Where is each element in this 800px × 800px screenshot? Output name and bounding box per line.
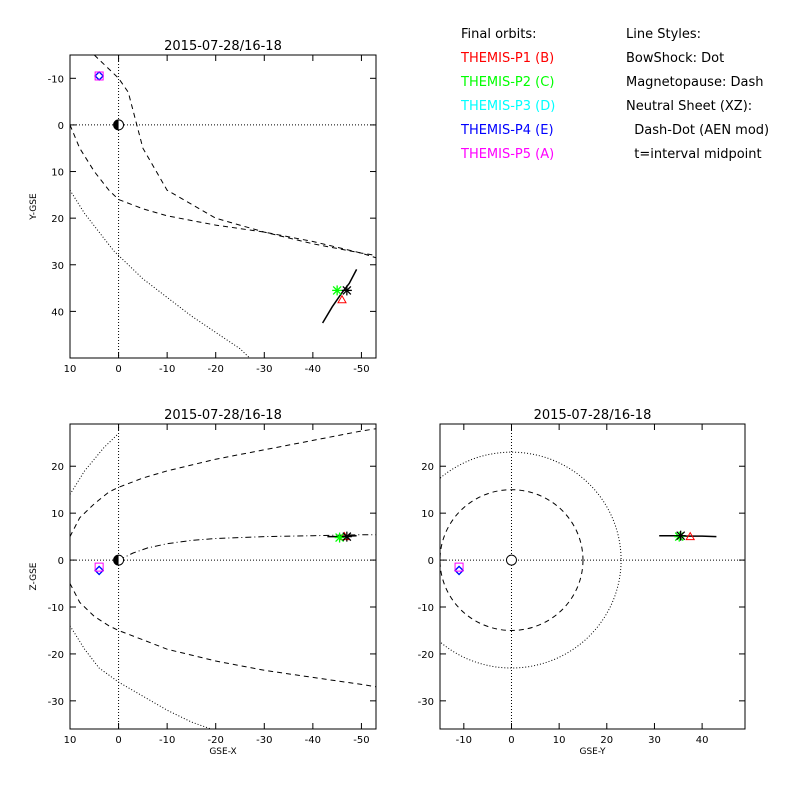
- x-tick-label: 30: [648, 735, 661, 746]
- x-tick-label: -30: [256, 364, 272, 375]
- bowshock-circle: [440, 451, 622, 669]
- panel-3: 2015-07-28/16-18 -10 0 10 20 30 40 -30 -20 -10 0 10…: [418, 408, 746, 757]
- y-tick-label: -10: [48, 74, 64, 85]
- x-tick-label: -20: [208, 735, 224, 746]
- probe-p5-marker: [94, 562, 104, 572]
- x-tick-label: -10: [159, 735, 175, 746]
- plot-frame: [69, 423, 377, 730]
- probe-p4-marker: [454, 565, 464, 576]
- x-axis-label: GSE-X: [209, 747, 236, 757]
- y-tick-label: 10: [421, 509, 434, 520]
- plot-frame: [69, 54, 377, 359]
- legend-styles-title: Line Styles:: [626, 27, 702, 42]
- x-tick-label: 10: [553, 735, 566, 746]
- earth-night-side: [113, 119, 119, 130]
- bowshock-line: [70, 625, 212, 729]
- probe-p2b-marker: [675, 530, 686, 541]
- bowshock-line: [70, 433, 119, 495]
- legend-style-neutral-sheet: Neutral Sheet (XZ):: [626, 99, 753, 114]
- bowshock-line: [70, 189, 251, 358]
- probe-p5-marker: [454, 562, 464, 572]
- orbit-line: [321, 269, 358, 324]
- magnetopause-circle: [440, 489, 584, 631]
- y-axis-label: Y-GSE: [29, 193, 39, 221]
- legend-final-orbits: Final orbits: THEMIS-P1 (B) THEMIS-P2 (C…: [461, 23, 555, 167]
- x-tick-label: -30: [256, 735, 272, 746]
- y-tick-label: -10: [418, 603, 434, 614]
- y-tick-label: -10: [48, 603, 64, 614]
- legend-style-magnetopause: Magnetopause: Dash: [626, 75, 764, 90]
- plot-area: [70, 55, 376, 358]
- x-tick-label: -10: [159, 364, 175, 375]
- y-tick-label: 40: [51, 307, 64, 318]
- x-tick-label: -10: [456, 735, 472, 746]
- legend-style-midpoint: t=interval midpoint: [626, 147, 762, 162]
- panel-2: 2015-07-28/16-18 10 0 -10 -20 -30 -40 -50 -30 -20…: [29, 408, 377, 757]
- y-tick-label: 20: [51, 462, 64, 473]
- y-tick-label: 0: [428, 556, 434, 567]
- probe-p2-marker: [332, 285, 343, 296]
- plot-title: 2015-07-28/16-18: [164, 408, 282, 423]
- plot-area: [70, 424, 376, 729]
- probe-p3-marker: [94, 565, 105, 576]
- x-tick-label: 0: [115, 735, 121, 746]
- y-tick-label: 0: [58, 556, 64, 567]
- y-tick-label: 10: [51, 509, 64, 520]
- legend-probe-p1: THEMIS-P1 (B): [461, 51, 555, 66]
- y-tick-label: 0: [58, 121, 64, 132]
- legend-probe-p2: THEMIS-P2 (C): [461, 75, 555, 90]
- probe-p3-marker: [94, 71, 105, 81]
- legend-probe-p4: THEMIS-P4 (E): [461, 123, 554, 138]
- legend-style-bowshock: BowShock: Dot: [626, 51, 725, 66]
- probe-p4-marker: [94, 71, 105, 81]
- x-tick-label: -40: [305, 735, 321, 746]
- y-tick-label: -20: [48, 650, 64, 661]
- x-tick-label: 40: [696, 735, 709, 746]
- x-tick-label: -50: [353, 364, 369, 375]
- panel-1: 2015-07-28/16-18 10 0 -10 -20 -30 -40 -50 -10 0 10…: [29, 39, 377, 375]
- magnetopause-line: [70, 583, 376, 688]
- plot-area: [440, 424, 745, 729]
- y-tick-label: -30: [48, 697, 64, 708]
- x-tick-label: 0: [115, 364, 121, 375]
- y-tick-label: 20: [51, 214, 64, 225]
- legend-probe-p5: THEMIS-P5 (A): [461, 147, 555, 162]
- x-tick-label: 20: [600, 735, 613, 746]
- probe-p5-marker: [94, 71, 104, 81]
- legend-orbits-title: Final orbits:: [461, 27, 537, 42]
- x-tick-label: 10: [64, 735, 77, 746]
- probe-p1-marker: [685, 531, 696, 541]
- magnetopause-line: [93, 55, 376, 256]
- plot-title: 2015-07-28/16-18: [534, 408, 652, 423]
- probe-p4-marker: [94, 565, 105, 576]
- probe-p2b-marker: [341, 285, 352, 296]
- earth-night-side: [113, 555, 119, 566]
- y-tick-label: 30: [51, 261, 64, 272]
- y-tick-label: -20: [418, 650, 434, 661]
- plot-frame: [439, 423, 746, 730]
- earth-marker: [505, 554, 517, 566]
- plot-title: 2015-07-28/16-18: [164, 39, 282, 54]
- y-tick-label: 20: [421, 462, 434, 473]
- magnetopause-line: [70, 428, 376, 537]
- magnetopause-inner-line: [70, 124, 376, 259]
- x-tick-label: 0: [508, 735, 514, 746]
- probe-p2b-marker: [341, 531, 352, 542]
- y-axis-label: Z-GSE: [29, 562, 39, 590]
- legend-probe-p3: THEMIS-P3 (D): [461, 99, 556, 114]
- y-tick-label: 10: [51, 168, 64, 179]
- probe-p3-marker: [454, 565, 464, 576]
- legend-style-dash-dot: Dash-Dot (AEN mod): [626, 123, 770, 138]
- probe-p1-marker: [337, 294, 347, 304]
- legend-line-styles: Line Styles: BowShock: Dot Magnetopause:…: [626, 23, 769, 167]
- x-tick-label: -20: [208, 364, 224, 375]
- y-tick-label: -30: [418, 697, 434, 708]
- x-tick-label: 10: [64, 364, 77, 375]
- x-axis-label: GSE-Y: [579, 747, 606, 757]
- x-tick-label: -40: [305, 364, 321, 375]
- neutral-sheet-line: [118, 534, 376, 561]
- probe-p2-marker: [334, 532, 345, 543]
- x-tick-label: -50: [353, 735, 369, 746]
